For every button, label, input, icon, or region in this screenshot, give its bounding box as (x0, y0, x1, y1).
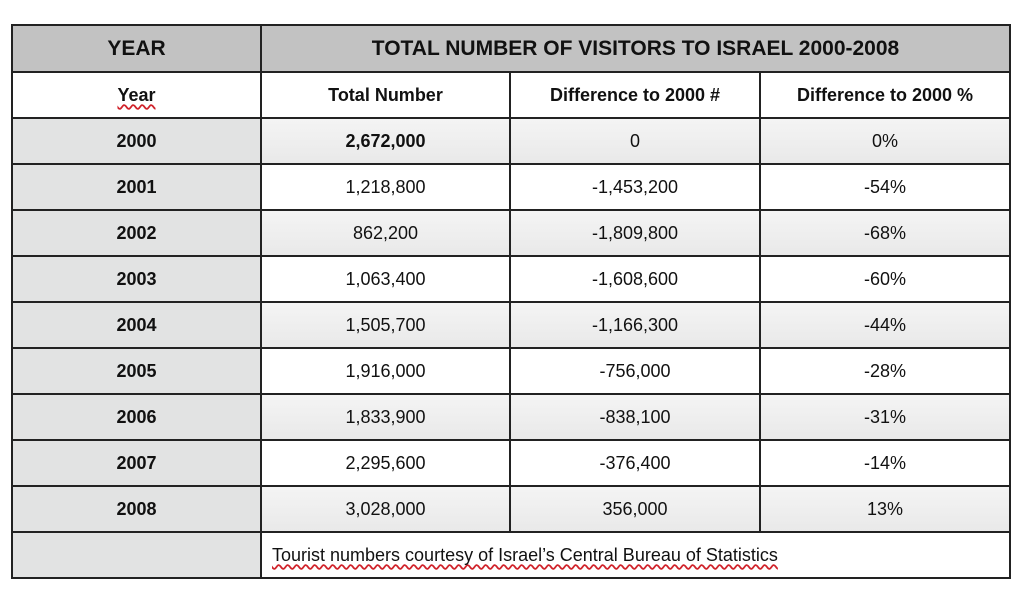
diff-percent-cell: -68% (759, 209, 1011, 257)
table-row: 2005 1,916,000 -756,000 -28% (11, 347, 1011, 395)
year-heading: YEAR (11, 24, 262, 73)
year-cell: 2008 (11, 485, 262, 533)
visitors-table: YEAR TOTAL NUMBER OF VISITORS TO ISRAEL … (11, 24, 1011, 579)
total-cell: 1,916,000 (260, 347, 511, 395)
diff-percent-cell: -44% (759, 301, 1011, 349)
diff-percent-cell: -31% (759, 393, 1011, 441)
diff-number-cell: -1,166,300 (509, 301, 761, 349)
diff-percent-cell: -14% (759, 439, 1011, 487)
year-cell: 2003 (11, 255, 262, 303)
year-cell: 2000 (11, 117, 262, 165)
diff-percent-cell: -60% (759, 255, 1011, 303)
table-title: TOTAL NUMBER OF VISITORS TO ISRAEL 2000-… (260, 24, 1011, 73)
diff-number-cell: -376,400 (509, 439, 761, 487)
total-cell: 1,833,900 (260, 393, 511, 441)
footer-row: Tourist numbers courtesy of Israel’s Cen… (11, 531, 1011, 579)
year-cell: 2004 (11, 301, 262, 349)
total-cell: 1,063,400 (260, 255, 511, 303)
diff-percent-cell: 0% (759, 117, 1011, 165)
table-row: 2007 2,295,600 -376,400 -14% (11, 439, 1011, 487)
diff-number-cell: -1,809,800 (509, 209, 761, 257)
total-cell: 3,028,000 (260, 485, 511, 533)
total-cell: 2,295,600 (260, 439, 511, 487)
total-cell: 862,200 (260, 209, 511, 257)
year-cell: 2002 (11, 209, 262, 257)
year-cell: 2001 (11, 163, 262, 211)
diff-percent-cell: 13% (759, 485, 1011, 533)
table-row: 2006 1,833,900 -838,100 -31% (11, 393, 1011, 441)
column-header-diff-percent: Difference to 2000 % (759, 71, 1011, 119)
year-cell: 2007 (11, 439, 262, 487)
column-header-year: Year (11, 71, 262, 119)
total-cell: 1,218,800 (260, 163, 511, 211)
table-row: 2004 1,505,700 -1,166,300 -44% (11, 301, 1011, 349)
total-cell: 2,672,000 (260, 117, 511, 165)
column-header-year-label: Year (117, 84, 156, 105)
source-note: Tourist numbers courtesy of Israel’s Cen… (272, 544, 778, 565)
diff-number-cell: -838,100 (509, 393, 761, 441)
table-row: 2002 862,200 -1,809,800 -68% (11, 209, 1011, 257)
column-header-row: Year Total Number Difference to 2000 # D… (11, 71, 1011, 119)
table-row: 2001 1,218,800 -1,453,200 -54% (11, 163, 1011, 211)
column-header-total: Total Number (260, 71, 511, 119)
total-cell: 1,505,700 (260, 301, 511, 349)
footer-empty-cell (11, 531, 262, 579)
year-cell: 2006 (11, 393, 262, 441)
table-row: 2003 1,063,400 -1,608,600 -60% (11, 255, 1011, 303)
table-row: 2008 3,028,000 356,000 13% (11, 485, 1011, 533)
diff-percent-cell: -28% (759, 347, 1011, 395)
footer-note-cell: Tourist numbers courtesy of Israel’s Cen… (260, 531, 1011, 579)
diff-number-cell: -756,000 (509, 347, 761, 395)
diff-percent-cell: -54% (759, 163, 1011, 211)
table-row: 2000 2,672,000 0 0% (11, 117, 1011, 165)
column-header-diff-number: Difference to 2000 # (509, 71, 761, 119)
diff-number-cell: 0 (509, 117, 761, 165)
diff-number-cell: 356,000 (509, 485, 761, 533)
year-cell: 2005 (11, 347, 262, 395)
diff-number-cell: -1,453,200 (509, 163, 761, 211)
title-row: YEAR TOTAL NUMBER OF VISITORS TO ISRAEL … (11, 24, 1011, 73)
diff-number-cell: -1,608,600 (509, 255, 761, 303)
